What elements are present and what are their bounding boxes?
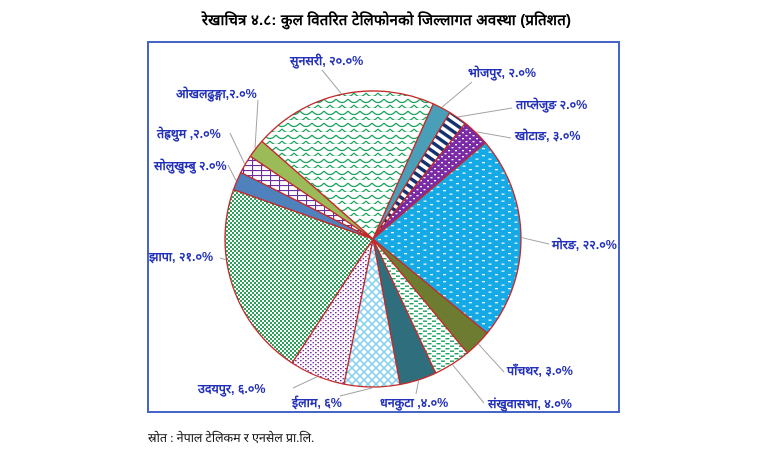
pie-slices (224, 90, 522, 388)
leader-line-sankhuwasabha (452, 364, 485, 404)
pie-label-dhankuta: धनकुटा ,४.०% (380, 396, 449, 410)
pie-label-sankhuwasabha: संखुवासभा, ४.०% (488, 397, 572, 411)
leader-line-bhojpur (441, 81, 473, 108)
pie-label-jhapa: झापा, २१.०% (149, 250, 214, 264)
pie-slice-jhapa (224, 188, 374, 364)
pie-slice-morang (372, 142, 522, 334)
pie-slice-sunsari (261, 90, 434, 240)
leader-line-jhapa (219, 257, 226, 261)
pie-slice-okhaldhunga (249, 140, 374, 240)
pie-label-solukhumbu: सोलुखुम्बु २.०% (154, 159, 227, 173)
pie-label-ilam: ईलाम, ६% (292, 396, 342, 410)
pie-label-terhathum: तेह्रथुम ,२.०% (157, 127, 221, 141)
pie-label-sunsari: सुनसरी, २०.०% (290, 54, 364, 68)
pie-label-udayapur: उदयपुर, ६.०% (198, 382, 266, 396)
pie-label-taplejung: ताप्लेजुङ २.०% (516, 98, 588, 112)
leader-line-okhaldhunga (254, 99, 259, 149)
pie-label-morang: मोरङ, २२.०% (552, 238, 617, 252)
leader-line-taplejung (458, 107, 513, 118)
leader-lines (219, 69, 550, 404)
leader-line-morang (521, 237, 550, 245)
leader-line-terhathum (229, 132, 245, 164)
pie-label-khotang: खोटाङ, ३.०% (515, 129, 581, 143)
chart-title: रेखाचित्र ४.८: कुल वितरित टेलिफोनको जिल्… (201, 12, 572, 29)
leader-line-udayapur (292, 376, 317, 389)
source-note: स्रोत : नेपाल टेलिकम र एनसेल प्रा.लि. (148, 431, 315, 445)
leader-line-panchthar (478, 343, 505, 373)
pie-label-panchthar: पाँचथर, ३.०% (507, 364, 573, 378)
leader-line-solukhumbu (227, 164, 237, 181)
pie-label-okhaldhunga: ओखलढुङ्गा,२.०% (176, 87, 257, 101)
leader-line-ilam (339, 387, 373, 397)
leader-line-khotang (476, 131, 512, 139)
pie-label-bhojpur: भोजपुर, २.०% (468, 66, 537, 80)
leader-line-sunsari (321, 69, 342, 94)
leader-line-dhankuta (415, 380, 419, 395)
